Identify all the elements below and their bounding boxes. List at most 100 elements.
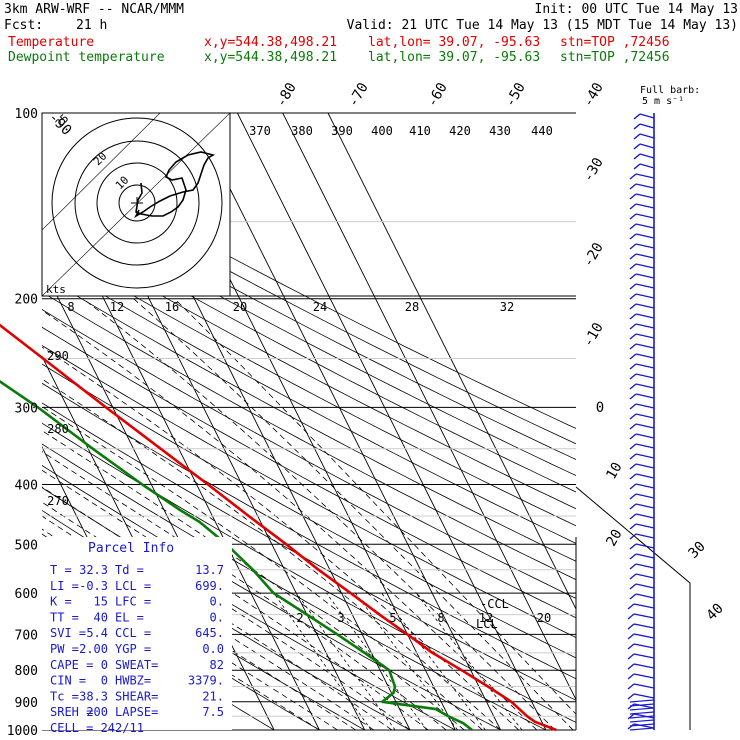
wind-barb bbox=[629, 353, 655, 360]
parcel-info-cell: SWEAT= bbox=[115, 658, 158, 672]
barb-flag bbox=[635, 353, 655, 359]
wind-barb bbox=[633, 163, 655, 170]
barb-flag bbox=[635, 393, 655, 399]
init-time: Init: 00 UTC Tue 14 May 13 bbox=[534, 2, 739, 17]
barb-tail bbox=[627, 623, 635, 630]
low-level-barb bbox=[629, 707, 655, 711]
wind-barb bbox=[629, 193, 655, 200]
parcel-info-cell: 3379. bbox=[188, 674, 224, 688]
parcel-info-cell: K = bbox=[50, 595, 72, 609]
barb-tail bbox=[629, 523, 637, 530]
low-level-barb bbox=[629, 723, 655, 727]
hodograph-scale-label: 8 bbox=[67, 300, 74, 314]
legend-dewpoint: Dewpoint temperature bbox=[8, 50, 165, 65]
barb-flag bbox=[635, 373, 655, 379]
wind-barb bbox=[629, 393, 655, 400]
barb-tail bbox=[629, 423, 637, 430]
pressure-tick-label: 1000 bbox=[7, 724, 38, 739]
wind-barb bbox=[629, 273, 655, 280]
barb-flag bbox=[633, 653, 655, 659]
isotherm-label: -70 bbox=[345, 80, 372, 110]
parcel-info-cell: 699. bbox=[195, 579, 224, 593]
parcel-info-title: Parcel Info bbox=[88, 541, 174, 556]
hodograph-ring bbox=[51, 117, 223, 289]
isotherm-label: 10 bbox=[603, 460, 625, 483]
isotherm-label: 40 bbox=[704, 601, 727, 624]
barb-tail bbox=[629, 373, 637, 380]
dewpoint-xy: x,y=544.38,498.21 bbox=[204, 50, 338, 65]
barb-flag bbox=[635, 473, 655, 479]
pressure-tick-label: 600 bbox=[15, 587, 38, 602]
wind-barb bbox=[629, 593, 655, 600]
parcel-info-cell: 0 bbox=[101, 674, 108, 688]
parcel-info-cell: LAPSE= bbox=[115, 705, 158, 719]
barb-flag bbox=[635, 513, 655, 519]
theta-label: 430 bbox=[489, 124, 511, 138]
dewpoint-station: stn=TOP ,72456 bbox=[560, 50, 670, 65]
wind-barb bbox=[629, 373, 655, 380]
barb-flag bbox=[635, 193, 655, 199]
parcel-info-cell: CELL = 242/11 bbox=[50, 721, 144, 735]
theta-label: 390 bbox=[331, 124, 353, 138]
barb-tail bbox=[629, 433, 637, 440]
barb-flag bbox=[635, 503, 655, 509]
barb-tail bbox=[629, 243, 637, 250]
barb-tail bbox=[629, 533, 637, 540]
moist-adiabat-line bbox=[42, 469, 429, 730]
hodograph-scale-label: 20 bbox=[233, 300, 247, 314]
barb-tail bbox=[633, 143, 641, 150]
barb-tail bbox=[629, 253, 637, 260]
dewpoint-latlon: lat,lon= 39.07, -95.63 bbox=[368, 50, 541, 65]
barb-flag bbox=[633, 623, 655, 629]
hodograph-clip-group bbox=[42, 113, 230, 296]
barb-tail bbox=[627, 643, 635, 650]
temperature-latlon: lat,lon= 39.07, -95.63 bbox=[368, 35, 541, 50]
parcel-info-cell: 0.0 bbox=[202, 642, 224, 656]
parcel-info-row: SVI = 5.4 CCL = 645. bbox=[50, 626, 224, 640]
barb-flag bbox=[639, 153, 655, 159]
wind-barb bbox=[629, 293, 655, 300]
low-level-barb bbox=[629, 719, 655, 723]
barb-flag bbox=[635, 383, 655, 389]
barb-flag bbox=[633, 703, 655, 709]
hodograph-scale-label: 24 bbox=[313, 300, 327, 314]
wind-barbs bbox=[627, 113, 655, 731]
parcel-info-row: CIN = 0 HWBZ= 3379. bbox=[50, 674, 224, 688]
parcel-info-cell: SREH = bbox=[50, 705, 93, 719]
parcel-info-row: CAPE = 0 SWEAT= 82 bbox=[50, 658, 224, 672]
wind-barb bbox=[629, 333, 655, 340]
barb-tail bbox=[629, 283, 637, 290]
isotherm-line bbox=[282, 113, 576, 701]
mixing-ratio-label: 12 bbox=[479, 611, 493, 625]
parcel-info-row: Tc = 38.3 SHEAR= 21. bbox=[50, 689, 224, 703]
extended-frame bbox=[575, 486, 691, 730]
barb-flag bbox=[635, 293, 655, 299]
parcel-info-cell: 40 bbox=[94, 610, 108, 624]
barb-tail bbox=[629, 183, 637, 190]
hodograph-guide bbox=[42, 113, 161, 231]
pressure-tick-label: 400 bbox=[15, 478, 38, 493]
wind-barb bbox=[629, 503, 655, 510]
parcel-info-cell: Td = bbox=[115, 563, 144, 577]
barb-tail bbox=[629, 313, 637, 320]
wind-barb bbox=[629, 173, 655, 180]
wind-barb bbox=[633, 153, 655, 160]
parcel-info-cell: -0.3 bbox=[79, 579, 108, 593]
barb-flag bbox=[635, 403, 655, 409]
barb-flag bbox=[635, 543, 655, 549]
wind-barb bbox=[627, 603, 655, 610]
parcel-info-cell: CCL = bbox=[115, 626, 151, 640]
theta-left-label: 280 bbox=[47, 422, 69, 436]
barb-flag bbox=[635, 173, 655, 179]
barb-flag bbox=[635, 183, 655, 189]
legend-temperature: Temperature bbox=[8, 35, 95, 50]
parcel-info-cell: 645. bbox=[195, 626, 224, 640]
parcel-info-cell: HWBZ= bbox=[115, 674, 151, 688]
isotherm-label: -80 bbox=[273, 80, 300, 110]
wind-barb bbox=[627, 693, 655, 700]
parcel-info-cell: PW = bbox=[50, 642, 79, 656]
isotherm-line bbox=[191, 113, 502, 730]
barb-flag bbox=[635, 243, 655, 249]
wind-barb bbox=[629, 523, 655, 530]
